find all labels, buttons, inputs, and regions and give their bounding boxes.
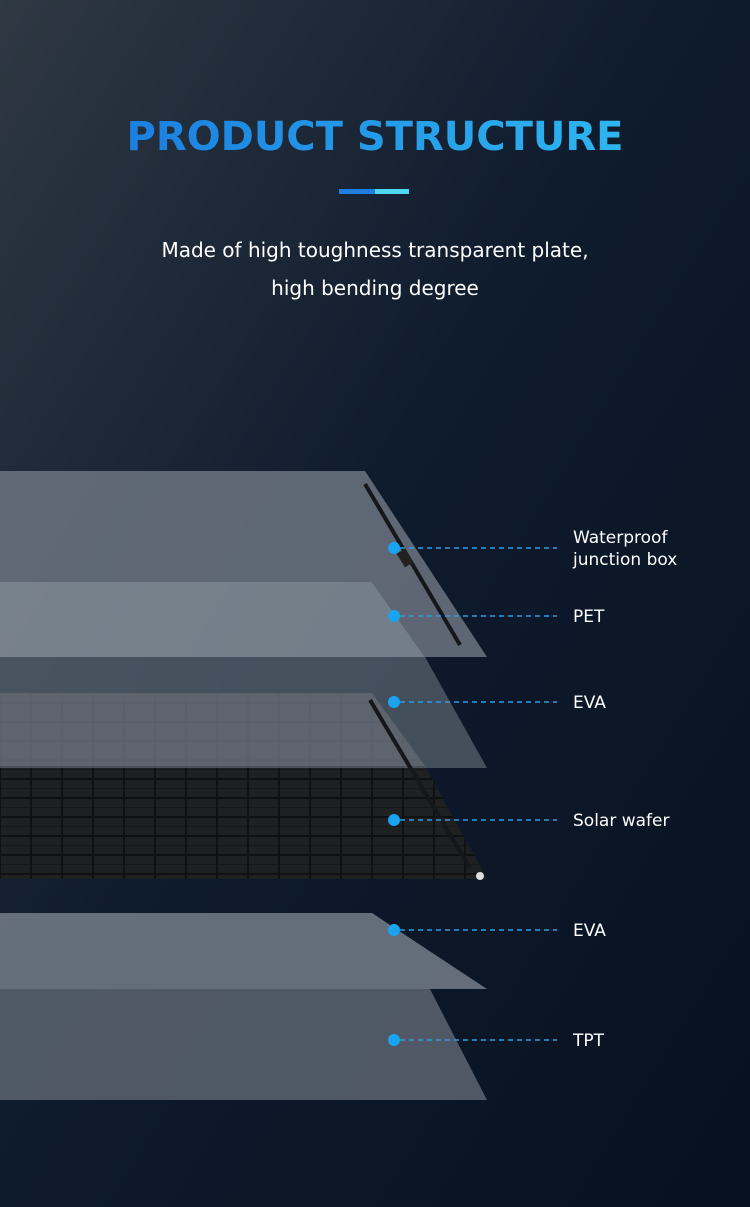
- eva-layer: [0, 913, 487, 989]
- callout-dot: [388, 814, 400, 826]
- accent-bar: [375, 189, 409, 194]
- layer-label: EVA: [573, 921, 606, 941]
- eva-layer-edge: [0, 657, 487, 768]
- layer-label: junction box: [572, 550, 677, 570]
- layer-stack: [0, 471, 487, 1100]
- layer-label: Solar wafer: [573, 811, 669, 831]
- junction-cable: [363, 482, 462, 647]
- subtitle: high bending degree: [271, 276, 479, 300]
- top-layer: [0, 471, 487, 657]
- layer-label: Waterproof: [573, 528, 668, 548]
- callout-dot: [388, 542, 400, 554]
- layer-label: PET: [573, 607, 605, 627]
- subtitle: Made of high toughness transparent plate…: [161, 238, 588, 262]
- layer-label: TPT: [572, 1031, 605, 1051]
- callout-dot: [388, 1034, 400, 1046]
- pet-layer: [0, 582, 425, 657]
- junction-cable: [368, 698, 472, 870]
- callout-dot: [388, 610, 400, 622]
- connector: [476, 872, 484, 880]
- junction-box: [396, 548, 414, 568]
- callout-dot: [388, 696, 400, 708]
- layer-label: EVA: [573, 693, 606, 713]
- tpt-layer: [0, 989, 487, 1100]
- callout-dot: [388, 924, 400, 936]
- accent-bar: [339, 189, 375, 194]
- title: PRODUCT STRUCTURE: [127, 114, 624, 160]
- solar-wafer-layer: [0, 766, 487, 879]
